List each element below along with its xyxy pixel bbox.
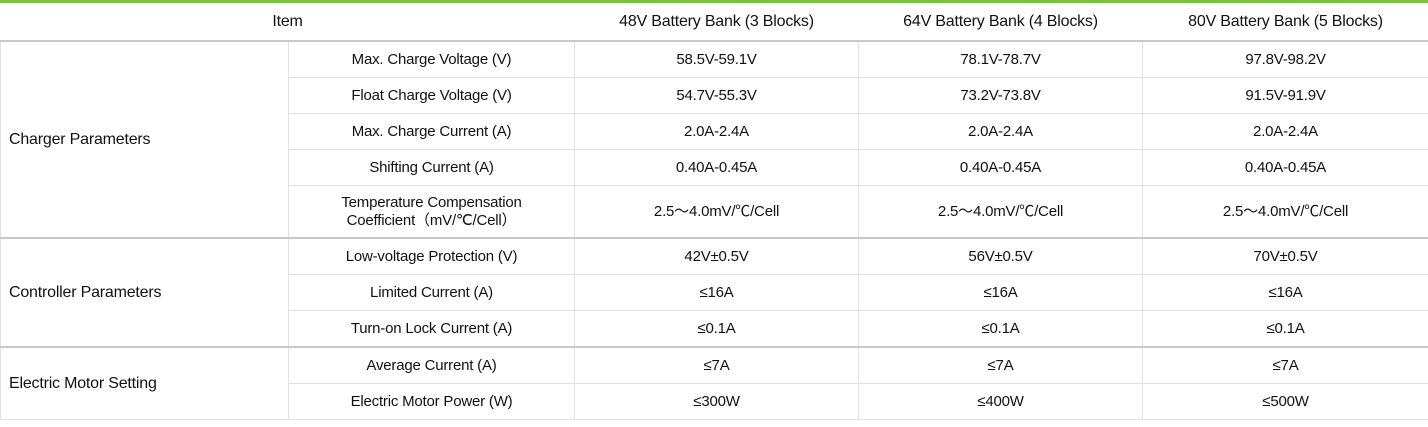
- param-cell: Limited Current (A): [287, 274, 576, 311]
- value-cell: ≤16A: [1142, 274, 1428, 311]
- value-cell: ≤0.1A: [1142, 310, 1428, 348]
- table-row: Limited Current (A) ≤16A ≤16A ≤16A: [1, 274, 1428, 311]
- value-cell: 97.8V-98.2V: [1142, 40, 1428, 78]
- header-cell: 80V Battery Bank (5 Blocks): [1142, 1, 1428, 42]
- header-cell: Item: [0, 1, 576, 42]
- value-cell: 73.2V-73.8V: [858, 77, 1144, 114]
- value-cell: 70V±0.5V: [1142, 237, 1428, 275]
- value-cell: ≤400W: [858, 383, 1144, 420]
- table-row: Electric Motor Power (W) ≤300W ≤400W ≤500W: [1, 383, 1428, 420]
- header-row: Item 48V Battery Bank (3 Blocks) 64V Batte…: [0, 1, 1428, 42]
- header-cell: 48V Battery Bank (3 Blocks): [574, 1, 860, 42]
- value-cell: ≤500W: [1142, 383, 1428, 420]
- param-cell: Temperature Compensation Coefficient（mV/℃…: [287, 185, 576, 239]
- param-cell: Low-voltage Protection (V): [287, 237, 576, 275]
- value-cell: 0.40A-0.45A: [1142, 149, 1428, 186]
- value-cell: ≤0.1A: [858, 310, 1144, 348]
- value-cell: ≤7A: [1142, 346, 1428, 384]
- value-cell: 78.1V-78.7V: [858, 40, 1144, 78]
- table-body: Charger Parameters Max. Charge Voltage (V…: [0, 40, 1428, 420]
- value-cell: 2.5～4.0mV/℃/Cell: [574, 185, 860, 239]
- group-label: Charger Parameters: [0, 40, 289, 239]
- param-cell: Average Current (A): [287, 346, 576, 384]
- param-line: Temperature Compensation: [341, 193, 522, 211]
- value-cell: ≤0.1A: [574, 310, 860, 348]
- value-cell: 0.40A-0.45A: [858, 149, 1144, 186]
- value-cell: ≤16A: [858, 274, 1144, 311]
- value-cell: 2.0A-2.4A: [858, 113, 1144, 150]
- param-cell: Electric Motor Power (W): [287, 383, 576, 420]
- value-cell: ≤7A: [858, 346, 1144, 384]
- table-row: Max. Charge Current (A) 2.0A-2.4A 2.0A-2.4…: [1, 113, 1428, 150]
- param-cell: Shifting Current (A): [287, 149, 576, 186]
- value-cell: 56V±0.5V: [858, 237, 1144, 275]
- table-row: Charger Parameters Max. Charge Voltage (V…: [0, 40, 1428, 239]
- param-cell: Turn-on Lock Current (A): [287, 310, 576, 348]
- table-row: Turn-on Lock Current (A) ≤0.1A ≤0.1A ≤0.1A: [1, 310, 1428, 348]
- table-row: Controller Parameters Low-voltage Protect…: [0, 237, 1428, 348]
- value-cell: 91.5V-91.9V: [1142, 77, 1428, 114]
- value-cell: 2.0A-2.4A: [1142, 113, 1428, 150]
- value-cell: ≤300W: [574, 383, 860, 420]
- param-cell: Float Charge Voltage (V): [287, 77, 576, 114]
- table-row: Float Charge Voltage (V) 54.7V-55.3V 73.2V…: [1, 77, 1428, 114]
- table-row: Temperature Compensation Coefficient（mV/℃…: [1, 185, 1428, 239]
- value-cell: 2.5～4.0mV/℃/Cell: [1142, 185, 1428, 239]
- group-label: Electric Motor Setting: [0, 346, 289, 420]
- table-row: Electric Motor Setting Average Current (A…: [0, 346, 1428, 420]
- param-cell: Max. Charge Voltage (V): [287, 40, 576, 78]
- value-cell: 58.5V-59.1V: [574, 40, 860, 78]
- param-cell: Max. Charge Current (A): [287, 113, 576, 150]
- value-cell: ≤7A: [574, 346, 860, 384]
- header-cell: 64V Battery Bank (4 Blocks): [858, 1, 1144, 42]
- value-cell: 42V±0.5V: [574, 237, 860, 275]
- table-row: Shifting Current (A) 0.40A-0.45A 0.40A-0.4…: [1, 149, 1428, 186]
- value-cell: 0.40A-0.45A: [574, 149, 860, 186]
- param-line: Coefficient（mV/℃/Cell）: [346, 211, 517, 229]
- value-cell: 2.5～4.0mV/℃/Cell: [858, 185, 1144, 239]
- value-cell: 54.7V-55.3V: [574, 77, 860, 114]
- value-cell: ≤16A: [574, 274, 860, 311]
- value-cell: 2.0A-2.4A: [574, 113, 860, 150]
- group-label: Controller Parameters: [0, 237, 289, 348]
